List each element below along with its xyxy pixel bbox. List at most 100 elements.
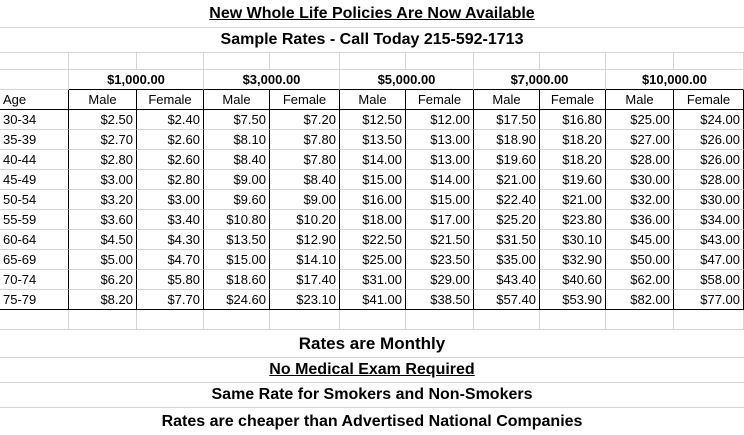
cheaper-text: Rates are cheaper than Advertised Nation… bbox=[161, 412, 583, 430]
grid-line bbox=[136, 53, 137, 70]
rate-cell: $57.40 bbox=[474, 290, 540, 310]
page-subtitle: Sample Rates - Call Today 215-592-1713 bbox=[220, 31, 524, 48]
rate-cell: $36.00 bbox=[606, 210, 674, 230]
rate-cell: $19.60 bbox=[474, 150, 540, 170]
rate-cell: $28.00 bbox=[674, 170, 744, 190]
rate-cell: $43.00 bbox=[674, 230, 744, 250]
rate-cell: $13.00 bbox=[406, 130, 474, 150]
rate-cell: $18.60 bbox=[204, 270, 270, 290]
rate-cell: $13.00 bbox=[406, 150, 474, 170]
rate-cell: $4.50 bbox=[69, 230, 137, 250]
empty-cell bbox=[406, 310, 474, 330]
rate-cell: $14.10 bbox=[270, 250, 340, 270]
rate-cell: $26.00 bbox=[674, 130, 744, 150]
table-row: 50-54 $3.20 $3.00 $9.60 $9.00 $16.00 $15.00 $22… bbox=[0, 190, 744, 210]
sex-column-header: Male bbox=[606, 90, 674, 110]
rate-cell: $30.10 bbox=[540, 230, 606, 250]
rate-cell: $15.00 bbox=[406, 190, 474, 210]
empty-cell bbox=[674, 310, 744, 330]
age-cell: 40-44 bbox=[0, 150, 69, 170]
rate-cell: $25.00 bbox=[606, 110, 674, 130]
rate-cell: $6.20 bbox=[69, 270, 137, 290]
rate-cell: $5.80 bbox=[137, 270, 204, 290]
no-exam-text: No Medical Exam Required bbox=[269, 361, 475, 378]
sex-column-header: Female bbox=[270, 90, 340, 110]
rate-cell: $32.90 bbox=[540, 250, 606, 270]
rate-cell: $25.20 bbox=[474, 210, 540, 230]
rate-cell: $2.60 bbox=[137, 130, 204, 150]
empty-cell bbox=[270, 310, 340, 330]
age-cell: 35-39 bbox=[0, 130, 69, 150]
empty-cell bbox=[69, 310, 137, 330]
grid-line bbox=[673, 53, 674, 70]
table-row: 55-59 $3.60 $3.40 $10.80 $10.20 $18.00 $17.00 $… bbox=[0, 210, 744, 230]
sex-header-row: Age Male Female Male Female Male Female Male Fem… bbox=[0, 90, 744, 110]
table-row: 75-79 $8.20 $7.70 $24.60 $23.10 $41.00 $38.50 $… bbox=[0, 290, 744, 310]
rate-cell: $8.40 bbox=[204, 150, 270, 170]
rate-cell: $15.00 bbox=[340, 170, 406, 190]
rate-cell: $21.00 bbox=[474, 170, 540, 190]
rate-cell: $35.00 bbox=[474, 250, 540, 270]
rate-cell: $7.80 bbox=[270, 130, 340, 150]
rate-cell: $18.20 bbox=[540, 150, 606, 170]
rate-cell: $34.00 bbox=[674, 210, 744, 230]
rate-cell: $8.40 bbox=[270, 170, 340, 190]
grid-line bbox=[339, 53, 340, 70]
coverage-amount-header: $5,000.00 bbox=[340, 70, 474, 90]
rate-cell: $8.10 bbox=[204, 130, 270, 150]
rate-cell: $18.90 bbox=[474, 130, 540, 150]
rate-cell: $9.00 bbox=[204, 170, 270, 190]
rate-cell: $40.60 bbox=[540, 270, 606, 290]
title-row: New Whole Life Policies Are Now Availabl… bbox=[0, 0, 744, 28]
age-column-header: Age bbox=[0, 90, 69, 110]
rate-cell: $4.70 bbox=[137, 250, 204, 270]
rate-cell: $45.00 bbox=[606, 230, 674, 250]
rate-cell: $27.00 bbox=[606, 130, 674, 150]
rate-cell: $7.20 bbox=[270, 110, 340, 130]
rate-cell: $41.00 bbox=[340, 290, 406, 310]
rate-cell: $19.60 bbox=[540, 170, 606, 190]
rate-cell: $2.70 bbox=[69, 130, 137, 150]
rate-cell: $22.40 bbox=[474, 190, 540, 210]
rate-cell: $23.10 bbox=[270, 290, 340, 310]
rate-cell: $18.20 bbox=[540, 130, 606, 150]
age-cell: 30-34 bbox=[0, 110, 69, 130]
table-row: 60-64 $4.50 $4.30 $13.50 $12.90 $22.50 $21.50 $… bbox=[0, 230, 744, 250]
sex-column-header: Male bbox=[340, 90, 406, 110]
sex-column-header: Female bbox=[406, 90, 474, 110]
empty-cell bbox=[204, 310, 270, 330]
rate-cell: $58.00 bbox=[674, 270, 744, 290]
same-rate-text: Same Rate for Smokers and Non-Smokers bbox=[211, 386, 533, 403]
grid-line bbox=[405, 53, 406, 70]
empty-cell bbox=[137, 310, 204, 330]
coverage-amount-header: $1,000.00 bbox=[69, 70, 204, 90]
rate-cell: $21.50 bbox=[406, 230, 474, 250]
rate-cell: $13.50 bbox=[340, 130, 406, 150]
rate-cell: $7.50 bbox=[204, 110, 270, 130]
rate-cell: $24.60 bbox=[204, 290, 270, 310]
empty-cell bbox=[474, 310, 540, 330]
rate-cell: $53.90 bbox=[540, 290, 606, 310]
rate-cell: $62.00 bbox=[606, 270, 674, 290]
rate-cell: $30.00 bbox=[606, 170, 674, 190]
rate-cell: $31.00 bbox=[340, 270, 406, 290]
rate-cell: $17.00 bbox=[406, 210, 474, 230]
grid-line bbox=[203, 53, 204, 70]
table-row: 45-49 $3.00 $2.80 $9.00 $8.40 $15.00 $14.00 $21… bbox=[0, 170, 744, 190]
rate-cell: $7.80 bbox=[270, 150, 340, 170]
rate-cell: $13.50 bbox=[204, 230, 270, 250]
empty-cell bbox=[606, 310, 674, 330]
coverage-amount-header: $10,000.00 bbox=[606, 70, 744, 90]
rate-cell: $23.80 bbox=[540, 210, 606, 230]
table-row: 30-34 $2.50 $2.40 $7.50 $7.20 $12.50 $12.00 $17… bbox=[0, 110, 744, 130]
empty-cell bbox=[540, 310, 606, 330]
rate-cell: $10.80 bbox=[204, 210, 270, 230]
rate-cell: $7.70 bbox=[137, 290, 204, 310]
rate-cell: $16.00 bbox=[340, 190, 406, 210]
age-cell: 75-79 bbox=[0, 290, 69, 310]
rate-cell: $4.30 bbox=[137, 230, 204, 250]
rate-cell: $12.00 bbox=[406, 110, 474, 130]
age-cell: 50-54 bbox=[0, 190, 69, 210]
rate-cell: $17.50 bbox=[474, 110, 540, 130]
sex-column-header: Male bbox=[69, 90, 137, 110]
